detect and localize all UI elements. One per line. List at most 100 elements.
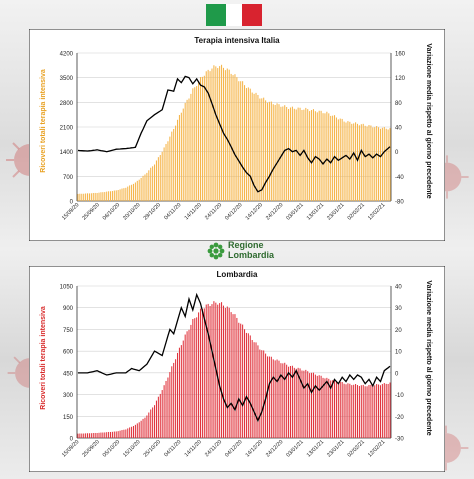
bar	[106, 191, 108, 201]
bar	[349, 383, 351, 438]
bar	[108, 191, 110, 201]
bar	[276, 103, 278, 201]
bar	[379, 128, 381, 201]
bar	[194, 87, 196, 201]
bar	[274, 360, 276, 438]
bar	[205, 71, 207, 201]
bar	[148, 170, 150, 201]
bar	[255, 92, 257, 201]
bar	[134, 424, 136, 438]
bar	[136, 180, 138, 201]
bar	[203, 308, 205, 438]
bar	[280, 106, 282, 201]
bar	[161, 390, 163, 438]
bar	[184, 334, 186, 438]
bar	[364, 125, 366, 201]
bar	[383, 127, 385, 201]
bar	[127, 186, 129, 201]
bar	[345, 122, 347, 201]
bar	[355, 384, 357, 438]
bar	[385, 383, 387, 438]
bar	[221, 64, 223, 201]
y-tick-label: 150	[63, 415, 74, 421]
bar	[113, 190, 115, 201]
bar	[219, 303, 221, 438]
bar	[140, 420, 142, 438]
bar	[169, 136, 171, 201]
bar	[88, 433, 90, 438]
bar	[370, 125, 372, 201]
bar	[236, 317, 238, 438]
bar	[358, 125, 360, 201]
bar-series	[77, 301, 391, 438]
bar	[263, 350, 265, 438]
lombardia-rose-icon	[207, 242, 225, 260]
bar	[171, 366, 173, 438]
bar	[175, 359, 177, 438]
bar	[322, 377, 324, 438]
bar	[291, 106, 293, 201]
bar	[154, 405, 156, 438]
bar	[337, 382, 339, 438]
regione-lombardia-logo: Regione Lombardia	[207, 240, 274, 262]
bar	[154, 164, 156, 201]
gridlines	[76, 285, 392, 439]
y2-tick-label: 10	[395, 350, 402, 356]
bar	[288, 366, 290, 438]
chart-title: Lombardia	[217, 270, 258, 279]
bar	[242, 81, 244, 201]
y2-tick-label: 0	[395, 371, 399, 377]
y-tick-label: 450	[63, 371, 74, 377]
bar	[234, 74, 236, 201]
bar	[119, 430, 121, 438]
bar	[238, 81, 240, 201]
bar	[333, 115, 336, 201]
bar	[106, 432, 108, 438]
bar	[199, 77, 202, 201]
bar	[376, 384, 378, 438]
bar	[178, 115, 180, 201]
bar	[90, 193, 92, 201]
bar	[138, 179, 140, 201]
bar	[362, 384, 364, 438]
chart-italia: Terapia intensiva Italia 0 700 1400 2100 280…	[29, 29, 445, 241]
bar	[245, 332, 247, 438]
bar	[85, 193, 87, 201]
bar	[87, 433, 89, 438]
bar	[379, 385, 381, 438]
bar	[209, 305, 211, 438]
bar	[81, 433, 83, 438]
bar	[144, 174, 146, 201]
y2-tick-label: 40	[395, 285, 402, 291]
bar	[368, 125, 370, 201]
y-tick-labels: 0 150 300 450 600 750 900 1050	[60, 285, 74, 443]
bar	[332, 380, 334, 438]
bar	[249, 88, 251, 201]
y-tick-labels: 0 700 1400 2100 2800 3500 4200	[60, 52, 74, 206]
y2-tick-label: 80	[395, 101, 402, 107]
bar	[358, 386, 360, 438]
bar	[261, 98, 263, 201]
bar	[148, 412, 150, 438]
bar	[152, 407, 154, 438]
bar	[353, 384, 355, 438]
bar	[188, 329, 190, 438]
bar	[155, 400, 157, 438]
bar	[146, 172, 148, 201]
bar	[343, 121, 345, 201]
bar	[228, 69, 230, 201]
bar	[117, 190, 119, 201]
bar	[347, 121, 349, 201]
bar	[222, 67, 224, 201]
bar	[142, 175, 144, 201]
bar	[184, 102, 186, 201]
bar	[247, 333, 249, 438]
bar	[157, 396, 159, 438]
bar	[378, 127, 380, 201]
bar	[159, 155, 161, 201]
y2-axis-label: Variazione media rispetto al giorno prec…	[425, 43, 432, 198]
bar	[94, 432, 96, 438]
bar	[272, 359, 274, 438]
bar	[132, 183, 135, 201]
bar	[266, 356, 269, 438]
